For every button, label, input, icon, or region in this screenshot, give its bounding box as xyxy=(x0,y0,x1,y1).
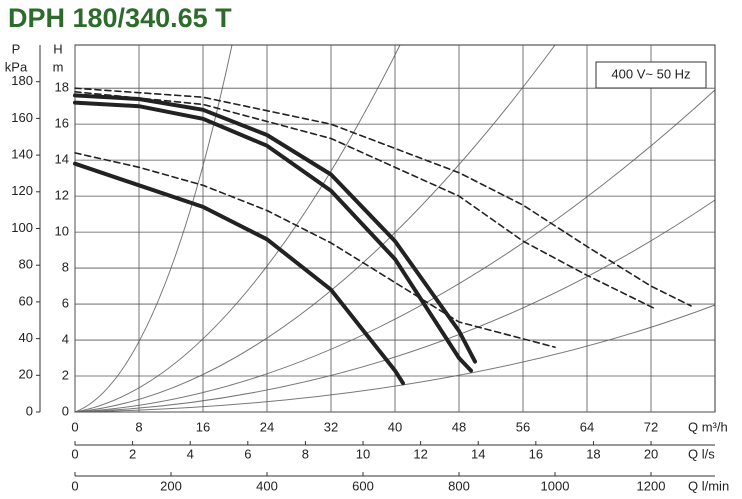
system-curve xyxy=(74,304,716,413)
system-curve xyxy=(74,199,716,413)
y2-tick-label: 80 xyxy=(19,257,33,272)
x3-axis-label: Q l/min xyxy=(688,478,729,493)
x-axis-label: Q m³/h xyxy=(688,419,728,434)
x-tick-label: 56 xyxy=(516,419,530,434)
x-tick-label: 32 xyxy=(324,419,338,434)
dashed-pump-curve xyxy=(74,152,556,348)
y2-tick-label: 120 xyxy=(11,183,33,198)
x-tick-label: 48 xyxy=(452,419,466,434)
y2-tick-label: 20 xyxy=(19,367,33,382)
x-tick-label: 72 xyxy=(644,419,658,434)
y-tick-label: 16 xyxy=(55,116,69,131)
y-tick-label: 18 xyxy=(55,80,69,95)
x-tick-label: 8 xyxy=(302,446,309,461)
x-tick-label: 18 xyxy=(586,446,600,461)
x-tick-label: 0 xyxy=(71,478,78,493)
system-curve xyxy=(74,89,716,413)
y2-tick-label: 180 xyxy=(11,73,33,88)
pump-curve xyxy=(73,100,473,373)
chart-title: DPH 180/340.65 T xyxy=(8,3,232,33)
y-tick-label: 6 xyxy=(62,295,69,310)
annotation-box xyxy=(595,61,707,89)
y-axis-label: m xyxy=(53,59,64,74)
x-tick-label: 16 xyxy=(529,446,543,461)
y-tick-label: 2 xyxy=(62,367,69,382)
y-tick-label: 8 xyxy=(62,260,69,275)
y-tick-label: 10 xyxy=(55,224,69,239)
y-tick-label: 12 xyxy=(55,188,69,203)
x2-axis-label: Q l/s xyxy=(688,446,715,461)
y2-tick-label: 40 xyxy=(19,330,33,345)
x-tick-label: 4 xyxy=(187,446,194,461)
x-tick-label: 8 xyxy=(135,419,142,434)
y-tick-label: 14 xyxy=(55,152,69,167)
dashed-pump-curve xyxy=(74,91,658,311)
y2-tick-label: 100 xyxy=(11,220,33,235)
pump-curve xyxy=(73,93,477,364)
x-tick-label: 1000 xyxy=(541,478,570,493)
x-tick-label: 14 xyxy=(471,446,485,461)
x-tick-label: 16 xyxy=(196,419,210,434)
x-tick-label: 40 xyxy=(388,419,402,434)
x-tick-label: 600 xyxy=(352,478,374,493)
y2-tick-label: 60 xyxy=(19,293,33,308)
x-tick-label: 64 xyxy=(580,419,594,434)
y2-axis-label: P xyxy=(12,41,21,56)
x-tick-label: 10 xyxy=(356,446,370,461)
x-tick-label: 800 xyxy=(448,478,470,493)
x-tick-label: 1200 xyxy=(637,478,666,493)
y2-tick-label: 140 xyxy=(11,147,33,162)
dashed-pump-curve xyxy=(74,87,692,307)
x-tick-label: 400 xyxy=(256,478,278,493)
y2-tick-label: 0 xyxy=(26,403,33,418)
x-tick-label: 6 xyxy=(244,446,251,461)
y-axis-label: H xyxy=(53,41,62,56)
x-tick-label: 24 xyxy=(260,419,274,434)
y-tick-label: 0 xyxy=(62,403,69,418)
x-tick-label: 200 xyxy=(160,478,182,493)
x-tick-label: 12 xyxy=(413,446,427,461)
x-tick-label: 2 xyxy=(129,446,136,461)
x-tick-label: 0 xyxy=(71,419,78,434)
y2-axis-label: kPa xyxy=(5,59,28,74)
x-tick-label: 20 xyxy=(644,446,658,461)
y-tick-label: 4 xyxy=(62,331,69,346)
x-tick-label: 0 xyxy=(71,446,78,461)
annotation: 400 V~ 50 Hz xyxy=(611,66,690,81)
y2-tick-label: 160 xyxy=(11,110,33,125)
pump-curve xyxy=(73,161,405,386)
